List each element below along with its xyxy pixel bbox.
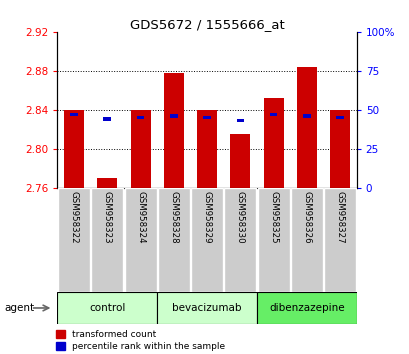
Bar [130, 110, 150, 188]
Text: control: control [89, 303, 125, 313]
Legend: transformed count, percentile rank within the sample: transformed count, percentile rank withi… [54, 329, 226, 353]
Bar [137, 116, 144, 119]
Bar [329, 110, 349, 188]
Bar [124, 188, 156, 292]
Bar [164, 73, 183, 188]
Text: GSM958324: GSM958324 [136, 191, 145, 244]
Text: dibenzazepine: dibenzazepine [268, 303, 344, 313]
Title: GDS5672 / 1555666_at: GDS5672 / 1555666_at [129, 18, 284, 31]
Text: agent: agent [4, 303, 34, 313]
Bar [290, 188, 322, 292]
Text: GSM958325: GSM958325 [268, 191, 277, 244]
Bar [170, 114, 177, 118]
Text: GSM958330: GSM958330 [235, 191, 244, 244]
Bar [257, 188, 289, 292]
Bar [302, 114, 310, 118]
Text: GSM958328: GSM958328 [169, 191, 178, 244]
Text: GSM958327: GSM958327 [335, 191, 344, 244]
Bar [324, 188, 355, 292]
Bar [256, 292, 356, 324]
Bar [57, 292, 157, 324]
Bar [157, 292, 256, 324]
Bar [296, 67, 316, 188]
Bar [157, 188, 189, 292]
Bar [197, 110, 216, 188]
Bar [203, 116, 210, 119]
Bar [269, 113, 276, 116]
Text: GSM958326: GSM958326 [301, 191, 310, 244]
Bar [236, 119, 243, 122]
Bar [103, 118, 111, 121]
Bar [97, 178, 117, 188]
Bar [191, 188, 222, 292]
Bar [230, 134, 249, 188]
Bar [70, 113, 78, 116]
Bar [91, 188, 123, 292]
Bar [224, 188, 256, 292]
Text: GSM958322: GSM958322 [70, 191, 79, 244]
Text: GSM958329: GSM958329 [202, 191, 211, 243]
Bar [263, 98, 283, 188]
Text: GSM958323: GSM958323 [103, 191, 112, 244]
Text: bevacizumab: bevacizumab [172, 303, 241, 313]
Bar [335, 116, 343, 119]
Bar [58, 188, 90, 292]
Bar [64, 110, 84, 188]
